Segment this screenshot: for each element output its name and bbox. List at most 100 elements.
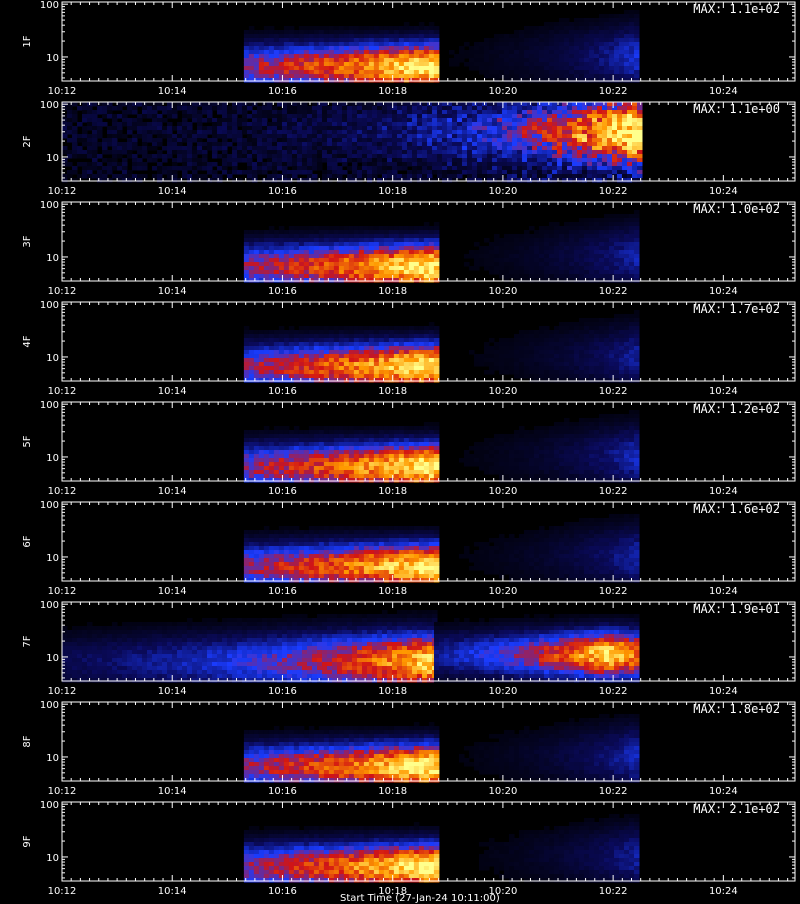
heatmap-cell [392, 142, 398, 147]
heatmap-cell [167, 138, 173, 143]
heatmap-cell [524, 242, 530, 247]
heatmap-cell [329, 274, 335, 279]
heatmap-cell [512, 146, 518, 151]
heatmap-cell [127, 170, 133, 175]
heatmap-cell [147, 122, 153, 127]
heatmap-cell [402, 110, 408, 115]
heatmap-cell [612, 162, 618, 167]
heatmap-cell [597, 114, 603, 119]
heatmap-cell [274, 362, 280, 367]
heatmap-cell [529, 274, 535, 279]
heatmap-cell [512, 138, 518, 143]
heatmap-cell [489, 58, 495, 63]
heatmap-cell [319, 270, 325, 275]
heatmap-cell [232, 154, 238, 159]
heatmap-cell [337, 150, 343, 155]
heatmap-cell [269, 34, 275, 39]
heatmap-cell [247, 106, 253, 111]
heatmap-cell [314, 346, 320, 351]
heatmap-cell [527, 154, 533, 159]
heatmap-cell [322, 114, 328, 119]
heatmap-cell [222, 130, 228, 135]
heatmap-cell [249, 278, 255, 283]
heatmap-cell [517, 126, 523, 131]
heatmap-cell [597, 146, 603, 151]
heatmap-cell [404, 42, 410, 47]
heatmap-cell [502, 154, 508, 159]
heatmap-cell [544, 46, 550, 51]
heatmap-cell [297, 162, 303, 167]
heatmap-cell [499, 38, 505, 43]
heatmap-cell [352, 138, 358, 143]
heatmap-cell [559, 46, 565, 51]
heatmap-cell [324, 250, 330, 255]
heatmap-cell [589, 218, 595, 223]
heatmap-cell [132, 118, 138, 123]
heatmap-cell [477, 106, 483, 111]
heatmap-cell [324, 366, 330, 371]
heatmap-cell [87, 138, 93, 143]
heatmap-cell [242, 146, 248, 151]
heatmap-cell [344, 58, 350, 63]
heatmap-cell [97, 178, 103, 183]
heatmap-cell [544, 266, 550, 271]
x-tick-label: 10:18 [378, 86, 407, 97]
heatmap-cell [429, 270, 435, 275]
heatmap-cell [334, 258, 340, 263]
heatmap-cell [387, 150, 393, 155]
heatmap-cell [419, 234, 425, 239]
heatmap-cell [562, 178, 568, 183]
heatmap-cell [609, 38, 615, 43]
heatmap-cell [309, 262, 315, 267]
heatmap-cell [634, 58, 640, 63]
heatmap-cell [312, 142, 318, 147]
heatmap-cell [529, 266, 535, 271]
heatmap-cell [324, 246, 330, 251]
heatmap-cell [319, 238, 325, 243]
heatmap-cell [302, 154, 308, 159]
heatmap-cell [197, 130, 203, 135]
heatmap-cell [419, 54, 425, 59]
heatmap-cell [222, 150, 228, 155]
heatmap-cell [274, 330, 280, 335]
heatmap-cell [77, 122, 83, 127]
heatmap-cell [602, 110, 608, 115]
heatmap-cell [142, 110, 148, 115]
heatmap-cell [624, 30, 630, 35]
heatmap-cell [384, 78, 390, 83]
heatmap-cell [579, 18, 585, 23]
heatmap-cell [402, 134, 408, 139]
heatmap-cell [544, 70, 550, 75]
heatmap-cell [249, 262, 255, 267]
heatmap-cell [299, 42, 305, 47]
heatmap-cell [524, 50, 530, 55]
heatmap-cell [622, 150, 628, 155]
heatmap-cell [614, 262, 620, 267]
heatmap-cell [534, 78, 540, 83]
heatmap-cell [559, 58, 565, 63]
heatmap-cell [527, 122, 533, 127]
heatmap-cell [67, 126, 73, 131]
heatmap-cell [414, 258, 420, 263]
heatmap-cell [527, 110, 533, 115]
heatmap-cell [507, 110, 513, 115]
heatmap-cell [404, 254, 410, 259]
heatmap-cell [339, 274, 345, 279]
heatmap-cell [122, 146, 128, 151]
heatmap-cell [512, 154, 518, 159]
heatmap-cell [584, 274, 590, 279]
heatmap-cell [182, 138, 188, 143]
heatmap-cell [427, 142, 433, 147]
heatmap-cell [297, 166, 303, 171]
heatmap-cell [339, 42, 345, 47]
heatmap-cell [537, 174, 543, 179]
heatmap-cell [222, 154, 228, 159]
heatmap-cell [559, 50, 565, 55]
heatmap-cell [579, 270, 585, 275]
heatmap-cell [264, 366, 270, 371]
heatmap-cell [97, 142, 103, 147]
heatmap-cell [407, 106, 413, 111]
heatmap-cell [544, 66, 550, 71]
heatmap-cell [614, 226, 620, 231]
